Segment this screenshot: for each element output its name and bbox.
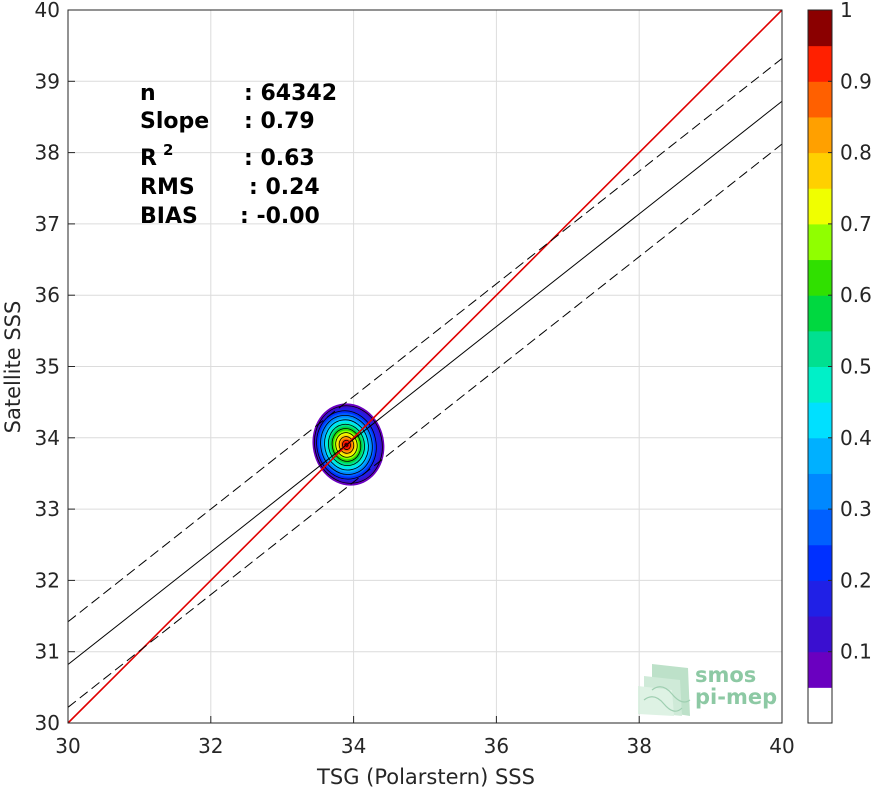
y-tick-label: 40 [35, 0, 60, 22]
colorbar-segment [808, 580, 832, 617]
y-axis-label: Satellite SSS [1, 301, 25, 434]
colorbar-segment [808, 509, 832, 546]
colorbar-segment [808, 81, 832, 118]
y-tick-label: 31 [35, 640, 60, 664]
colorbar-segment [808, 45, 832, 82]
stat-value-slope: : 0.79 [244, 109, 315, 134]
colorbar: 0.1 0.2 0.3 0.4 0.5 0.6 0.7 0.8 0.9 1 [807, 0, 872, 724]
x-tick-label: 38 [626, 734, 651, 758]
regression-minus-std-line [67, 143, 783, 708]
colorbar-segment [808, 188, 832, 225]
stat-label-slope: Slope [140, 109, 209, 134]
colorbar-segment [808, 402, 832, 439]
y-tick-label: 39 [35, 69, 60, 93]
y-tick-label: 33 [35, 497, 60, 521]
stat-value-n: : 64342 [244, 81, 337, 106]
stat-label-n: n [140, 81, 156, 106]
colorbar-tick-label: 0.3 [840, 497, 872, 521]
y-tick-label: 34 [35, 426, 60, 450]
colorbar-segment [808, 437, 832, 474]
colorbar-segment [808, 295, 832, 332]
colorbar-tick-label: 0.9 [840, 69, 872, 93]
x-tick-label: 36 [484, 734, 509, 758]
stat-value-rms: : 0.24 [249, 175, 320, 200]
colorbar-segment [808, 473, 832, 510]
regression-plus-std-line [67, 58, 783, 623]
logo-text-line2: pi-mep [695, 685, 777, 709]
one-to-one-line [67, 9, 783, 724]
colorbar-tick-label: 0.1 [840, 640, 872, 664]
colorbar-tick-label: 0.4 [840, 426, 872, 450]
colorbar-segment [808, 616, 832, 653]
x-tick-label: 30 [55, 734, 80, 758]
x-tick-label: 40 [769, 734, 794, 758]
colorbar-segment [808, 116, 832, 154]
x-tick-label: 32 [198, 734, 223, 758]
colorbar-segment [808, 223, 832, 261]
y-tick-label: 37 [35, 212, 60, 236]
colorbar-segment [808, 330, 832, 367]
colorbar-segment [808, 10, 832, 47]
stat-label-bias: BIAS [140, 204, 198, 229]
statistics-box: n : 64342 Slope : 0.79 R 2 : 0.63 RMS : 0.24 BIAS… [140, 81, 337, 229]
logo-text-line1: smos [695, 663, 756, 687]
stat-label-r: R [140, 146, 157, 171]
colorbar-segment [808, 152, 832, 189]
y-tick-label: 35 [35, 355, 60, 379]
smos-pi-mep-logo: smos pi-mep [638, 663, 777, 716]
colorbar-tick-label: 1 [840, 0, 853, 22]
reference-lines [67, 9, 783, 724]
colorbar-segment [808, 366, 832, 403]
x-axis-label: TSG (Polarstern) SSS [316, 765, 535, 789]
stat-value-bias: : -0.00 [240, 204, 320, 229]
stat-value-r: : 0.63 [244, 146, 315, 171]
y-tick-label: 36 [35, 283, 60, 307]
colorbar-tick-label: 0.2 [840, 568, 872, 592]
colorbar-tick-label: 0.6 [840, 283, 872, 307]
stat-superscript: 2 [163, 141, 173, 159]
colorbar-segment [808, 544, 832, 581]
logo-wave-icon [638, 664, 691, 716]
colorbar-segment [808, 687, 832, 724]
regression-line [67, 100, 783, 665]
stat-label-rms: RMS [140, 175, 195, 200]
colorbar-tick-label: 0.5 [840, 355, 872, 379]
y-tick-label: 38 [35, 141, 60, 165]
x-tick-label: 34 [341, 734, 366, 758]
plot-frame [67, 9, 783, 724]
colorbar-tick-label: 0.7 [840, 212, 872, 236]
colorbar-segment [808, 651, 832, 688]
colorbar-segment [808, 259, 832, 296]
y-tick-label: 32 [35, 568, 60, 592]
y-tick-label: 30 [35, 711, 60, 735]
axis-tick-labels: 30 32 34 36 38 40 30 31 32 33 34 35 36 37 38 39 40 [35, 0, 795, 758]
colorbar-tick-label: 0.8 [840, 141, 872, 165]
